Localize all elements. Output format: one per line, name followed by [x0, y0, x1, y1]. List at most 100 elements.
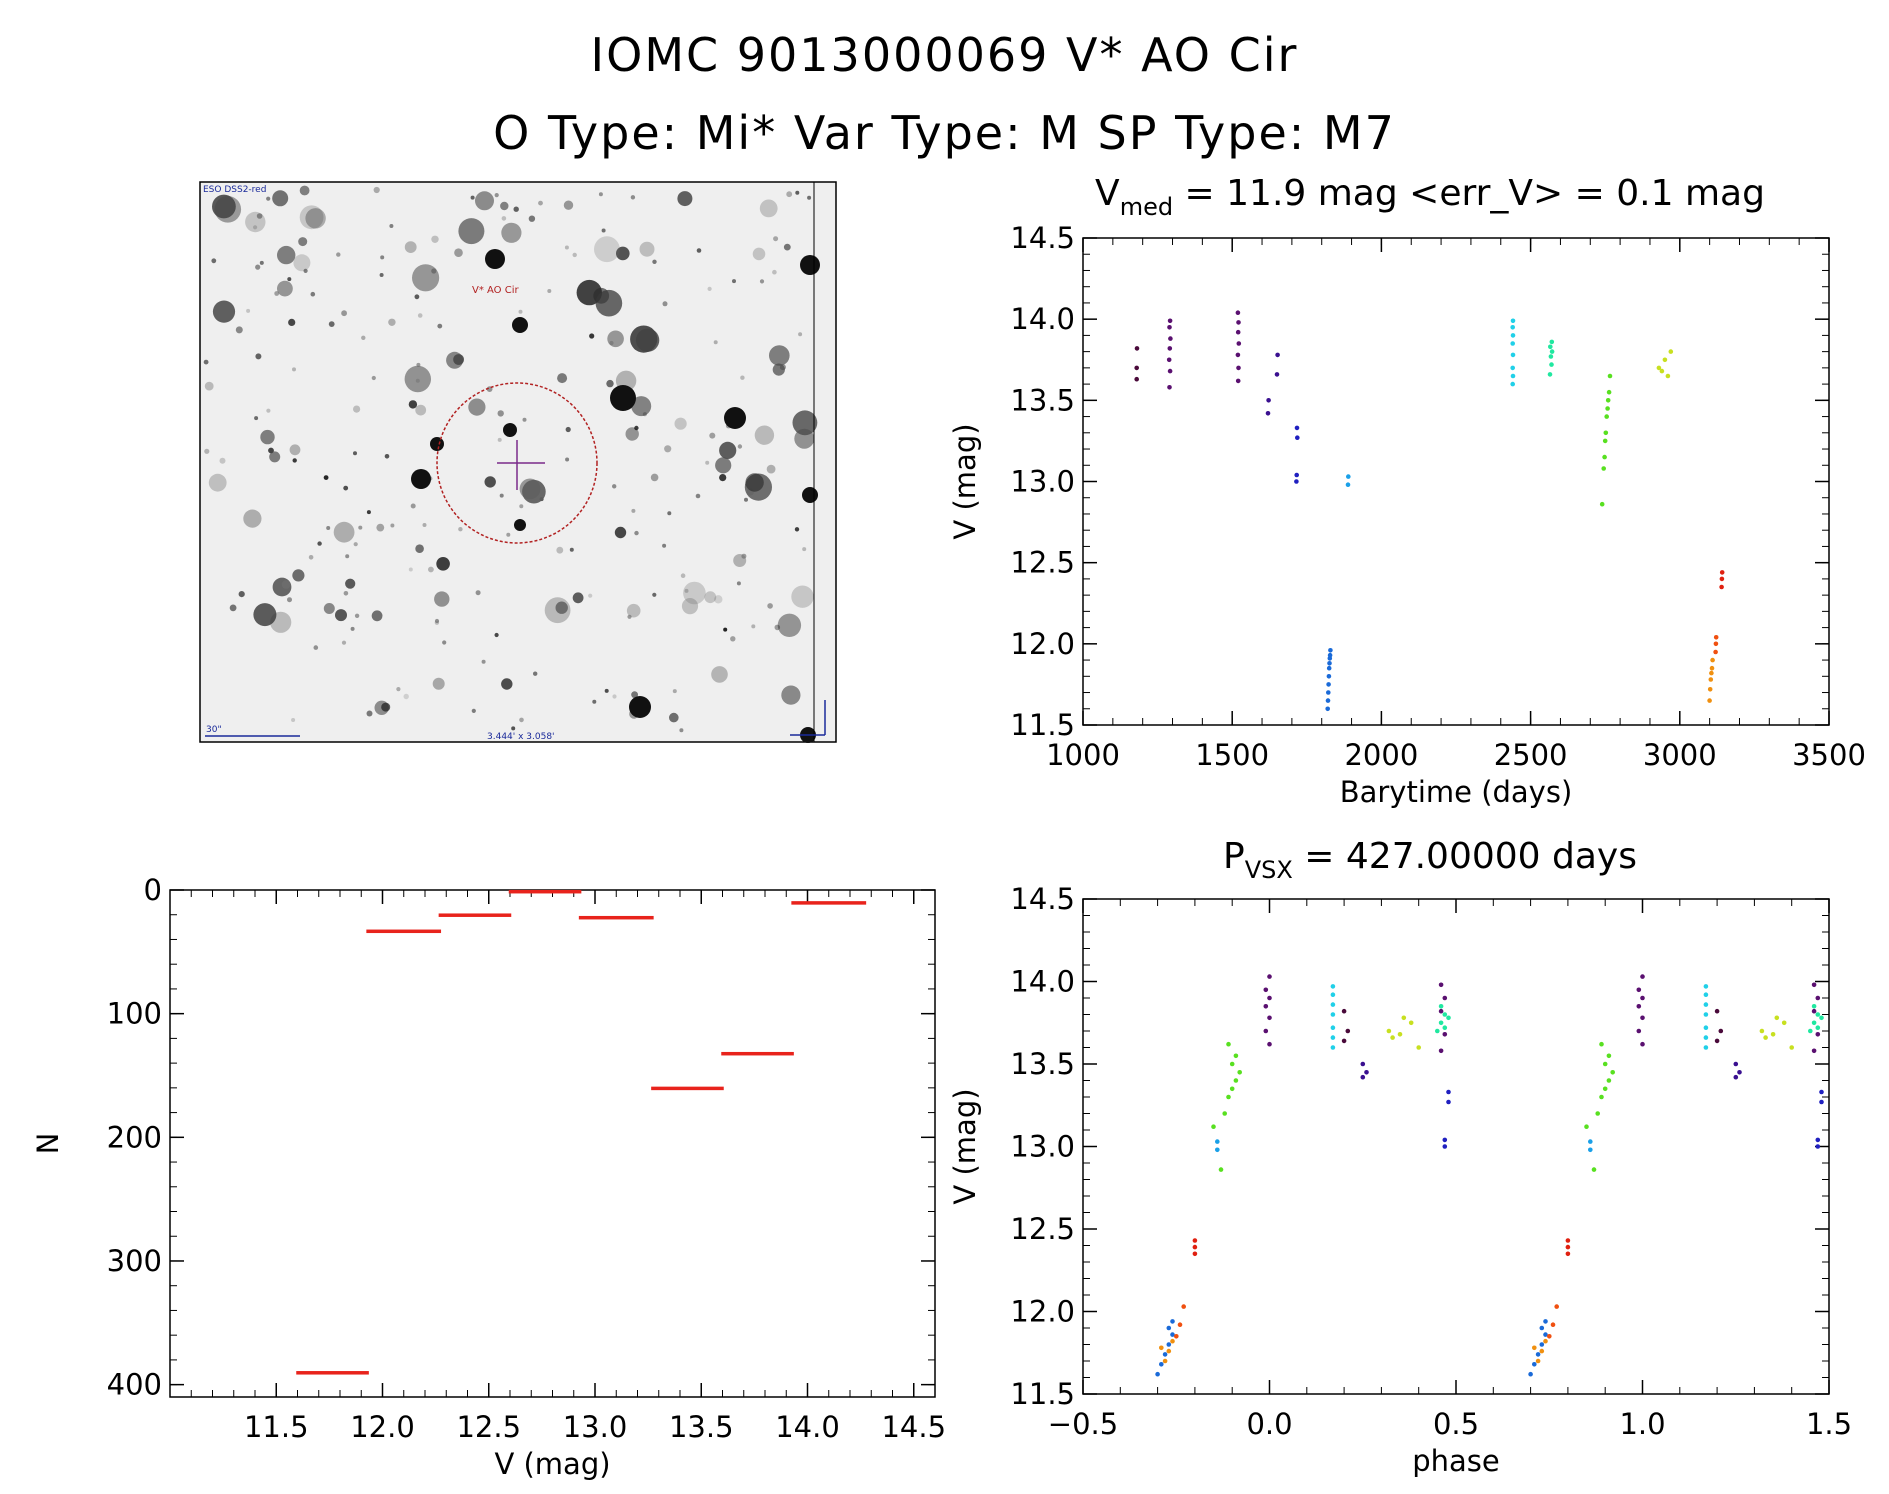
- lightcurve-point: [1607, 373, 1613, 379]
- phased-point: [1341, 1008, 1347, 1014]
- phased-point: [1763, 1035, 1768, 1040]
- lightcurve-point: [1266, 398, 1271, 403]
- histogram-xtick-label: 12.0: [350, 1410, 415, 1444]
- phased-point: [1159, 1362, 1164, 1367]
- phased-point: [1539, 1348, 1545, 1354]
- phased-point: [1397, 1032, 1403, 1037]
- lightcurve-point: [1549, 349, 1555, 354]
- histogram-xtick-label: 11.5: [244, 1410, 309, 1444]
- lightcurve-point: [1167, 368, 1173, 374]
- phased-ytick-label: 11.5: [1010, 1377, 1075, 1411]
- phased-point: [1819, 1099, 1824, 1105]
- histogram-xtick-label: 14.5: [881, 1410, 946, 1444]
- phased-point: [1543, 1338, 1548, 1344]
- phased-point: [1263, 987, 1269, 993]
- phased-point: [1166, 1348, 1172, 1354]
- phased-point: [1345, 1028, 1351, 1034]
- lightcurve-point: [1325, 706, 1330, 712]
- phased-point: [1360, 1074, 1366, 1080]
- phased-point: [1360, 1061, 1366, 1067]
- phased-xlabel: phase: [1412, 1444, 1500, 1478]
- phased-ytick-label: 12.5: [1010, 1212, 1075, 1246]
- phased-point: [1808, 1028, 1813, 1034]
- phased-point: [1610, 1070, 1615, 1075]
- lightcurve-point: [1294, 479, 1299, 484]
- lightcurve-point: [1604, 414, 1609, 419]
- phased-point: [1155, 1371, 1160, 1377]
- lightcurve-point: [1346, 474, 1351, 479]
- phased-point: [1267, 1041, 1272, 1047]
- phased-point: [1789, 1045, 1794, 1050]
- lightcurve-point: [1167, 318, 1173, 324]
- lightcurve-point: [1265, 411, 1271, 416]
- lightcurve-point: [1656, 365, 1662, 371]
- phased-point: [1815, 1032, 1821, 1037]
- phased-point: [1535, 1358, 1541, 1364]
- lightcurve-point: [1713, 635, 1719, 640]
- phased-point: [1215, 1147, 1220, 1153]
- histogram-bar: [578, 915, 654, 920]
- phased-point: [1442, 1032, 1448, 1037]
- phased-ytick-label: 14.5: [1010, 882, 1075, 916]
- phased-point: [1162, 1358, 1168, 1364]
- lightcurve-point: [1603, 430, 1609, 436]
- phased-point: [1442, 1144, 1448, 1149]
- phased-point: [1718, 1028, 1724, 1034]
- phased-point: [1599, 1094, 1604, 1100]
- phased-xtick-label: 0.5: [1433, 1407, 1479, 1441]
- lightcurve-point: [1325, 698, 1331, 703]
- phased-point: [1550, 1322, 1556, 1327]
- lightcurve-point: [1713, 641, 1719, 647]
- lightcurve-ytick-label: 12.5: [1010, 546, 1075, 580]
- lightcurve-point: [1236, 320, 1241, 325]
- phased-point: [1237, 1070, 1242, 1075]
- phased-point: [1588, 1139, 1593, 1144]
- phased-point: [1815, 1025, 1821, 1030]
- phased-point: [1811, 982, 1817, 988]
- phased-point: [1714, 1008, 1720, 1014]
- phased-point: [1584, 1124, 1589, 1129]
- histogram-ytick-label: 200: [107, 1120, 162, 1154]
- lightcurve-point: [1235, 352, 1241, 358]
- phased-point: [1364, 1070, 1369, 1075]
- lightcurve-point: [1275, 352, 1280, 358]
- phased-point: [1703, 1012, 1709, 1017]
- phased-point: [1408, 1020, 1414, 1026]
- phased-point: [1438, 1008, 1444, 1014]
- lightcurve-point: [1326, 682, 1331, 687]
- lightcurve-ytick-label: 12.0: [1010, 627, 1075, 661]
- lightcurve-point: [1134, 376, 1139, 382]
- histogram-frame: [169, 889, 936, 1398]
- lightcurve-point: [1665, 373, 1671, 379]
- phased-point: [1532, 1362, 1537, 1367]
- phased-point: [1703, 1045, 1709, 1050]
- phased-point: [1416, 1045, 1421, 1050]
- phased-point: [1811, 1048, 1817, 1054]
- lightcurve-point: [1235, 310, 1241, 316]
- phased-point: [1640, 1015, 1645, 1021]
- phased-ytick-label: 13.5: [1010, 1047, 1075, 1081]
- phased-title: PVSX = 427.00000 days: [1223, 836, 1637, 884]
- phased-point: [1192, 1238, 1198, 1243]
- histogram-bar: [791, 901, 867, 905]
- lightcurve-point: [1708, 677, 1714, 682]
- phased-point: [1547, 1334, 1552, 1339]
- phased-point: [1595, 1111, 1600, 1116]
- lightcurve-point: [1707, 698, 1712, 703]
- phased-point: [1229, 1061, 1235, 1067]
- phased-point: [1636, 987, 1642, 993]
- page-subtitle: O Type: Mi* Var Type: M SP Type: M7: [493, 106, 1396, 160]
- histogram-ytick-label: 400: [107, 1368, 162, 1402]
- lightcurve-point: [1719, 570, 1725, 575]
- lightcurve-point: [1602, 454, 1607, 460]
- histogram-xtick-label: 13.0: [563, 1410, 628, 1444]
- phased-point: [1218, 1167, 1224, 1172]
- phased-point: [1781, 1020, 1787, 1026]
- lightcurve-point: [1547, 372, 1553, 377]
- phased-point: [1442, 1025, 1448, 1030]
- lightcurve-point: [1710, 657, 1715, 663]
- lightcurve-point: [1599, 501, 1605, 507]
- lightcurve-point: [1294, 472, 1299, 478]
- phased-point: [1714, 1038, 1720, 1044]
